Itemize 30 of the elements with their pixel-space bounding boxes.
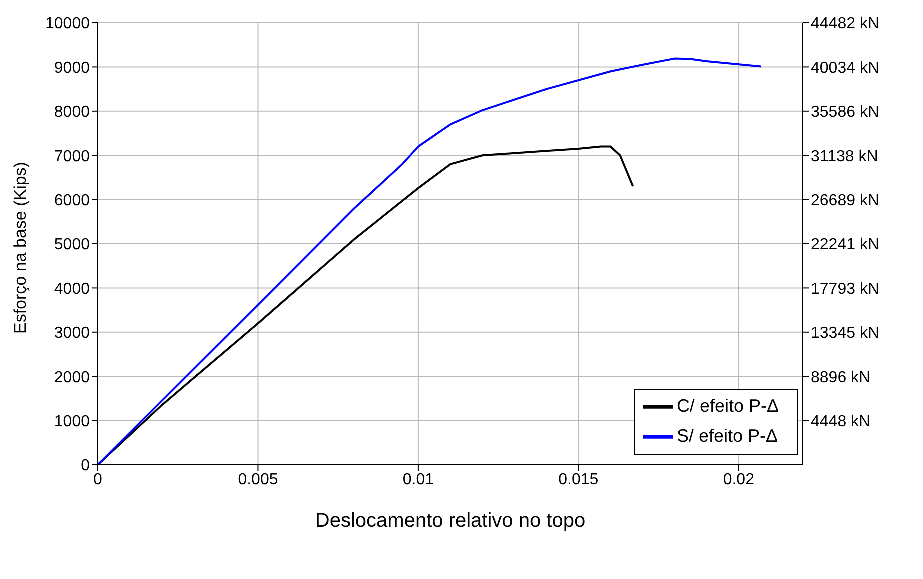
y2-tick-label: 35586 kN	[811, 104, 880, 122]
y2-tick-label: 4448 kN	[811, 413, 871, 430]
y-tick-label: 5000	[54, 236, 90, 254]
y-tick-label: 9000	[54, 60, 90, 77]
x-tick-label: 0.015	[558, 471, 599, 488]
y2-tick-label: 31138 kN	[811, 148, 878, 166]
x-tick-label: 0	[94, 471, 103, 488]
y-tick-label: 2000	[54, 369, 90, 386]
x-axis-title: Deslocamento relativo no topo	[315, 510, 586, 532]
y-tick-label: 7000	[54, 148, 90, 166]
y2-tick-label: 40034 kN	[811, 60, 880, 77]
y2-tick-label: 8896 kN	[811, 369, 871, 386]
y-tick-label: 4000	[54, 280, 90, 298]
x-tick-label: 0.01	[402, 471, 434, 488]
y-tick-label: 6000	[54, 192, 90, 210]
y-axis-title: Esforço na base (Kips)	[11, 162, 30, 334]
legend-label: C/ efeito P-Δ	[676, 396, 779, 416]
y2-tick-label: 26689 kN	[811, 192, 880, 210]
y-tick-label: 0	[81, 458, 90, 475]
y-tick-label: 10000	[46, 16, 90, 33]
x-tick-label: 0.005	[238, 471, 278, 488]
legend-label: S/ efeito P-Δ	[676, 426, 778, 446]
y2-tick-label: 13345 kN	[811, 325, 880, 342]
y2-tick-label: 22241 kN	[811, 236, 880, 254]
y-tick-label: 3000	[54, 325, 90, 342]
y2-tick-label: 44482 kN	[811, 16, 880, 33]
y-tick-label: 8000	[54, 104, 90, 122]
y2-tick-label: 17793 kN	[811, 280, 880, 298]
x-tick-label: 0.02	[723, 471, 755, 488]
y-tick-label: 1000	[54, 413, 90, 430]
